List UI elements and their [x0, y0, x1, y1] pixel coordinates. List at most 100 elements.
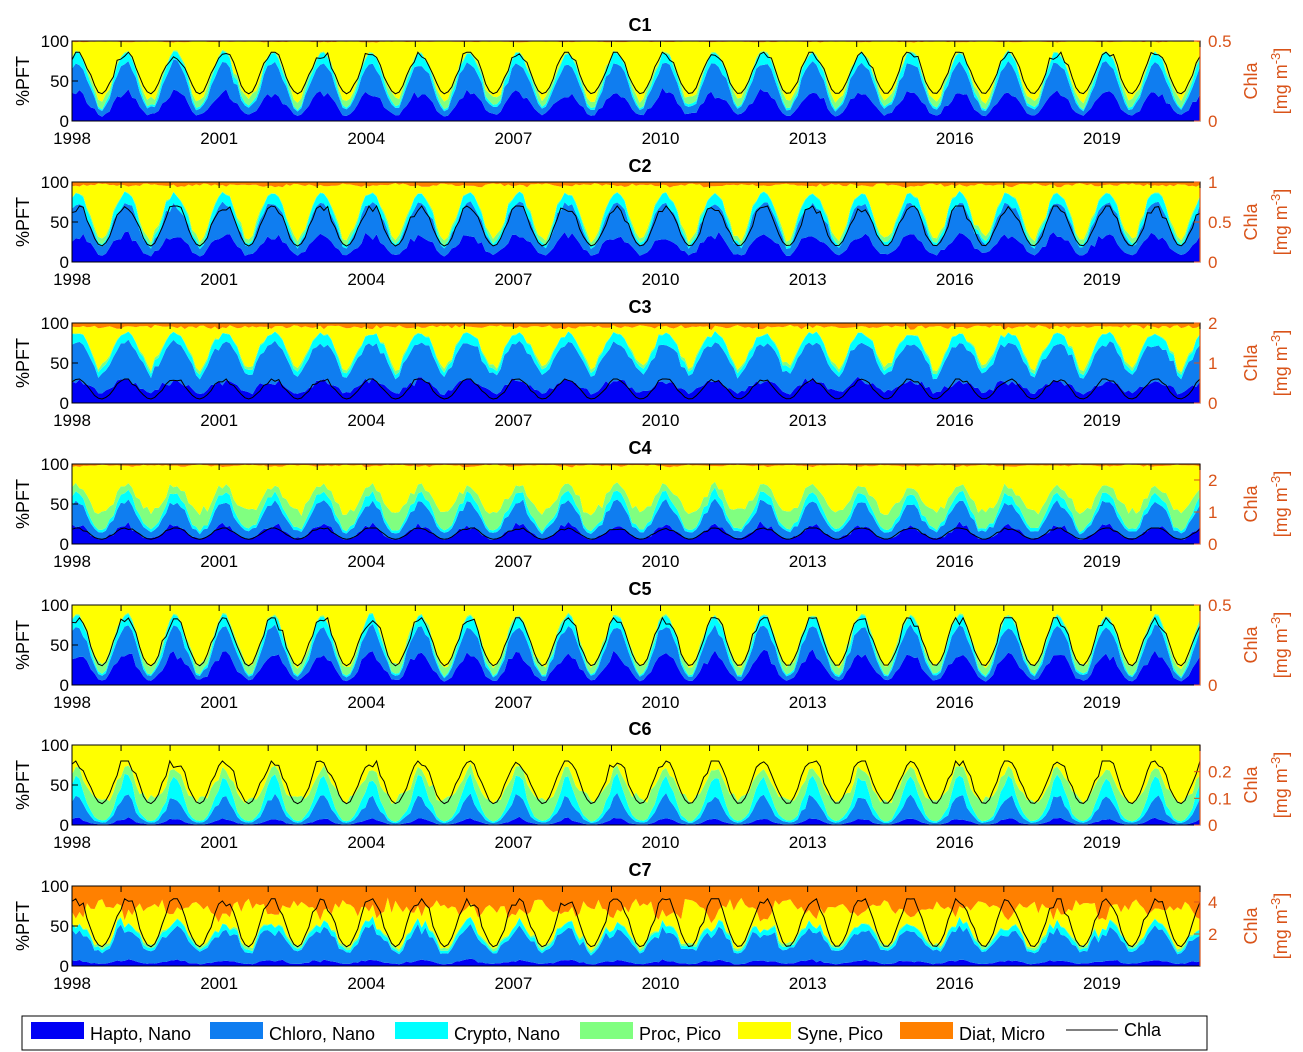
x-tick-label: 2013 — [789, 411, 827, 430]
y-axis-label: %PFT — [13, 479, 33, 529]
area-chloro — [72, 59, 1200, 117]
area-hapto — [72, 376, 1200, 403]
area-crypto — [72, 487, 1200, 535]
area-hapto — [72, 521, 1200, 544]
panel-c4: C4 1998 2001 2004 2007 2010 2013 2016 2019 0 50 100… — [13, 438, 1291, 571]
area-chloro — [72, 201, 1200, 257]
panel-title: C4 — [628, 438, 651, 458]
x-tick-label: 2004 — [347, 129, 385, 148]
x-tick-label: 2007 — [494, 552, 532, 571]
y-tick-label: 0 — [60, 957, 69, 976]
area-syne — [72, 464, 1200, 516]
right-axis-unit: [mg m-3] — [1268, 189, 1291, 256]
y-tick-label: 0 — [60, 394, 69, 413]
right-tick-label: 0 — [1208, 676, 1217, 695]
x-tick-label: 2010 — [642, 552, 680, 571]
area-chloro — [72, 792, 1200, 825]
x-tick-label: 2016 — [936, 552, 974, 571]
panel-c5: C5 1998 2001 2004 2007 2010 2013 2016 2019 0 50 100… — [13, 579, 1291, 712]
x-tick-label: 2004 — [347, 974, 385, 993]
x-tick-label: 2007 — [494, 270, 532, 289]
legend-label: Crypto, Nano — [454, 1024, 560, 1044]
x-tick-label: 2004 — [347, 411, 385, 430]
right-tick-label: 0 — [1208, 816, 1217, 835]
right-axis-label: Chla — [1241, 62, 1261, 100]
chla-line — [71, 51, 1201, 95]
right-axis-unit: [mg m-3] — [1268, 330, 1291, 397]
x-tick-label: 1998 — [53, 552, 91, 571]
x-tick-label: 2004 — [347, 833, 385, 852]
x-tick-label: 2010 — [642, 693, 680, 712]
legend-label: Chla — [1124, 1020, 1162, 1040]
x-tick-label: 1998 — [53, 129, 91, 148]
area-syne — [72, 745, 1200, 805]
panel-c6: C6 1998 2001 2004 2007 2010 2013 2016 2019 0 50 100… — [13, 719, 1291, 852]
area-crypto — [72, 613, 1200, 679]
x-tick-label: 2019 — [1083, 833, 1121, 852]
x-tick-label: 2001 — [200, 552, 238, 571]
x-tick-label: 2019 — [1083, 552, 1121, 571]
right-tick-label: 4 — [1208, 893, 1217, 912]
x-tick-label: 2016 — [936, 693, 974, 712]
legend-label: Chloro, Nano — [269, 1024, 375, 1044]
right-tick-label: 0 — [1208, 253, 1217, 272]
legend-label: Hapto, Nano — [90, 1024, 191, 1044]
right-axis-label: Chla — [1241, 203, 1261, 241]
area-hapto — [72, 649, 1200, 685]
x-tick-label: 2013 — [789, 693, 827, 712]
x-tick-label: 2001 — [200, 270, 238, 289]
y-axis-label: %PFT — [13, 901, 33, 951]
chla-line — [71, 759, 1201, 805]
x-tick-label: 2013 — [789, 833, 827, 852]
x-tick-label: 2019 — [1083, 974, 1121, 993]
x-tick-label: 2013 — [789, 974, 827, 993]
y-tick-label: 50 — [50, 213, 69, 232]
area-proc — [72, 915, 1200, 953]
right-tick-label: 0.2 — [1208, 763, 1232, 782]
x-tick-label: 2010 — [642, 270, 680, 289]
y-tick-label: 0 — [60, 535, 69, 554]
area-crypto — [72, 331, 1200, 380]
area-syne — [72, 41, 1200, 104]
y-axis-label: %PFT — [13, 620, 33, 670]
x-tick-label: 2007 — [494, 129, 532, 148]
area-proc — [72, 49, 1200, 110]
area-diat — [72, 182, 1200, 188]
x-tick-label: 2001 — [200, 833, 238, 852]
panel-title: C7 — [628, 860, 651, 880]
x-tick-label: 2007 — [494, 693, 532, 712]
x-tick-label: 2016 — [936, 833, 974, 852]
legend-swatch-hapto — [31, 1022, 84, 1039]
area-syne — [72, 605, 1200, 670]
legend-swatch-crypto — [395, 1022, 448, 1039]
area-crypto — [72, 191, 1200, 250]
x-tick-label: 2004 — [347, 270, 385, 289]
x-tick-label: 1998 — [53, 693, 91, 712]
area-hapto — [72, 958, 1200, 966]
x-tick-label: 2007 — [494, 411, 532, 430]
panel-title: C5 — [628, 579, 651, 599]
y-tick-label: 100 — [41, 455, 69, 474]
y-tick-label: 50 — [50, 354, 69, 373]
y-tick-label: 0 — [60, 112, 69, 131]
area-syne — [72, 183, 1200, 243]
x-tick-label: 2001 — [200, 974, 238, 993]
x-tick-label: 2019 — [1083, 411, 1121, 430]
right-axis-unit: [mg m-3] — [1268, 471, 1291, 538]
right-tick-label: 2 — [1208, 471, 1217, 490]
y-axis-label: %PFT — [13, 56, 33, 106]
x-tick-label: 2013 — [789, 270, 827, 289]
chla-line — [71, 897, 1201, 948]
y-tick-label: 0 — [60, 253, 69, 272]
right-axis-unit: [mg m-3] — [1268, 893, 1291, 960]
y-tick-label: 100 — [41, 173, 69, 192]
right-tick-label: 0 — [1208, 112, 1217, 131]
x-tick-label: 2010 — [642, 833, 680, 852]
y-tick-label: 50 — [50, 72, 69, 91]
x-tick-label: 2007 — [494, 974, 532, 993]
right-axis-unit: [mg m-3] — [1268, 752, 1291, 819]
legend-label: Proc, Pico — [639, 1024, 721, 1044]
panel-c1: C1 1998 2001 2004 2007 2010 2013 2016 2019 0 50 100… — [13, 15, 1291, 148]
area-crypto — [72, 50, 1200, 112]
